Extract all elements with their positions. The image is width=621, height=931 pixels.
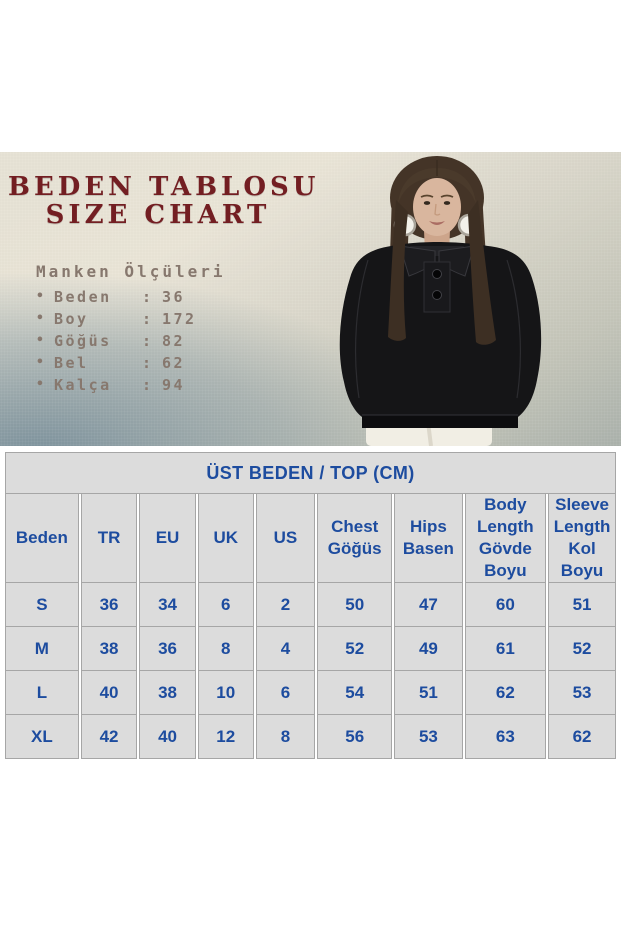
- table-row: M 38 36 8 4 52 49 61 52: [5, 627, 616, 672]
- table-title: ÜST BEDEN / TOP (CM): [5, 452, 616, 494]
- size-value-cell: 49: [394, 627, 463, 672]
- model-photo-illustration: [339, 156, 542, 446]
- measurement-label: Beden: [54, 288, 112, 306]
- size-value-cell: 53: [548, 671, 616, 716]
- size-value-cell: 10: [197, 671, 254, 716]
- bottom-white-band: [0, 774, 621, 931]
- size-value-cell: 8: [197, 627, 254, 672]
- size-value-cell: 34: [139, 583, 196, 628]
- size-value-cell: 40: [80, 671, 138, 716]
- placket-button: [432, 269, 442, 279]
- size-label-cell: XL: [5, 715, 79, 760]
- hero-section: BEDEN TABLOSU SIZE CHART Manken Ölçüleri…: [0, 152, 621, 446]
- measurements-title: Manken Ölçüleri: [36, 262, 226, 281]
- measurement-value: 172: [162, 310, 197, 328]
- size-value-cell: 6: [197, 583, 254, 628]
- measurement-label: Göğüs: [54, 332, 112, 350]
- measurement-item: • Kalça:94: [36, 374, 226, 396]
- model-measurements: Manken Ölçüleri • Beden:36 • Boy:172 • Göğüs:…: [36, 262, 226, 396]
- measurement-label: Bel: [54, 354, 89, 372]
- size-value-cell: 42: [80, 715, 138, 760]
- model-sweatshirt: [339, 242, 542, 428]
- measurement-value: 62: [162, 354, 186, 372]
- size-value-cell: 36: [139, 627, 196, 672]
- model-hair-front: [388, 200, 496, 345]
- size-value-cell: 8: [255, 715, 316, 760]
- size-value-cell: 52: [317, 627, 393, 672]
- size-value-cell: 51: [548, 583, 616, 628]
- size-value-cell: 52: [548, 627, 616, 672]
- table-row: XL 42 40 12 8 56 53 63 62: [5, 715, 616, 760]
- size-value-cell: 2: [255, 583, 316, 628]
- measurement-colon: :: [142, 354, 154, 372]
- column-header: Chest Göğüs: [317, 494, 393, 584]
- size-value-cell: 56: [317, 715, 393, 760]
- page-title: BEDEN TABLOSU SIZE CHART: [8, 172, 320, 231]
- placket-button: [432, 290, 442, 300]
- size-value-cell: 51: [394, 671, 463, 716]
- model-face: [398, 160, 476, 236]
- size-value-cell: 63: [464, 715, 547, 760]
- column-header: US: [255, 494, 316, 584]
- size-value-cell: 36: [80, 583, 138, 628]
- size-value-cell: 47: [394, 583, 463, 628]
- size-value-cell: 61: [464, 627, 547, 672]
- size-value-cell: 38: [139, 671, 196, 716]
- column-header: TR: [80, 494, 138, 584]
- size-label-cell: S: [5, 583, 79, 628]
- measurement-colon: :: [142, 376, 154, 394]
- size-value-cell: 40: [139, 715, 196, 760]
- bullet-icon: •: [36, 311, 47, 326]
- page-title-line1: BEDEN TABLOSU: [8, 172, 320, 202]
- column-header: EU: [139, 494, 196, 584]
- measurement-value: 94: [162, 376, 186, 394]
- table-title-row: ÜST BEDEN / TOP (CM): [5, 452, 616, 494]
- column-header: Sleeve Length Kol Boyu: [548, 494, 616, 584]
- table-header-row: Beden TR EU UK US Chest Göğüs Hips Basen Body L…: [5, 494, 616, 584]
- measurement-value: 82: [162, 332, 186, 350]
- bullet-icon: •: [36, 355, 47, 370]
- size-table: ÜST BEDEN / TOP (CM) Beden TR EU UK US Chest …: [3, 452, 618, 760]
- size-value-cell: 6: [255, 671, 316, 716]
- measurement-item: • Beden:36: [36, 286, 226, 308]
- size-value-cell: 12: [197, 715, 254, 760]
- measurements-list: • Beden:36 • Boy:172 • Göğüs:82 • Bel:62 • Kalça:…: [36, 286, 226, 396]
- size-value-cell: 54: [317, 671, 393, 716]
- size-value-cell: 60: [464, 583, 547, 628]
- bullet-icon: •: [36, 333, 47, 348]
- size-value-cell: 53: [394, 715, 463, 760]
- column-header: Hips Basen: [394, 494, 463, 584]
- top-white-band: [0, 0, 621, 152]
- size-value-cell: 4: [255, 627, 316, 672]
- measurement-label: Kalça: [54, 376, 112, 394]
- measurement-colon: :: [142, 310, 154, 328]
- bullet-icon: •: [36, 289, 47, 304]
- page-title-line2: SIZE CHART: [45, 200, 271, 231]
- measurement-colon: :: [142, 332, 154, 350]
- measurement-item: • Bel:62: [36, 352, 226, 374]
- bullet-icon: •: [36, 377, 47, 392]
- measurement-label: Boy: [54, 310, 89, 328]
- measurement-value: 36: [162, 288, 186, 306]
- size-label-cell: M: [5, 627, 79, 672]
- measurement-item: • Boy:172: [36, 308, 226, 330]
- size-value-cell: 62: [548, 715, 616, 760]
- size-value-cell: 62: [464, 671, 547, 716]
- column-header: Beden: [5, 494, 79, 584]
- table-row: S 36 34 6 2 50 47 60 51: [5, 583, 616, 628]
- column-header: Body Length Gövde Boyu: [464, 494, 547, 584]
- measurement-colon: :: [142, 288, 154, 306]
- size-label-cell: L: [5, 671, 79, 716]
- column-header: UK: [197, 494, 254, 584]
- table-row: L 40 38 10 6 54 51 62 53: [5, 671, 616, 716]
- size-table-section: ÜST BEDEN / TOP (CM) Beden TR EU UK US Chest …: [0, 446, 621, 760]
- size-value-cell: 50: [317, 583, 393, 628]
- size-value-cell: 38: [80, 627, 138, 672]
- measurement-item: • Göğüs:82: [36, 330, 226, 352]
